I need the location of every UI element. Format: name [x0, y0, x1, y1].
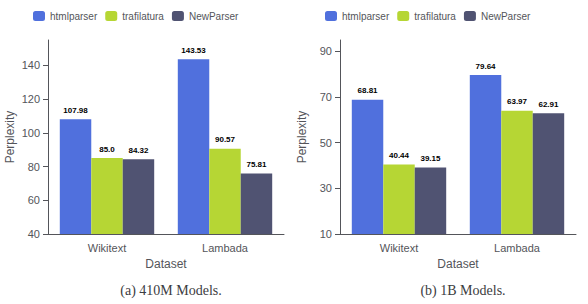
svg-text:10: 10 [320, 228, 332, 240]
svg-text:62.91: 62.91 [538, 100, 559, 109]
svg-text:30: 30 [320, 182, 332, 194]
svg-text:Lambada: Lambada [494, 242, 541, 254]
svg-text:70: 70 [320, 91, 332, 103]
svg-text:143.53: 143.53 [181, 46, 206, 55]
svg-text:79.64: 79.64 [476, 62, 497, 71]
svg-text:63.97: 63.97 [507, 97, 528, 106]
svg-text:Perplexity: Perplexity [3, 111, 17, 164]
svg-text:(b) 1B Models.: (b) 1B Models. [420, 283, 505, 299]
svg-text:NewParser: NewParser [189, 11, 239, 22]
svg-text:90: 90 [320, 45, 332, 57]
svg-text:Wikitext: Wikitext [88, 242, 127, 254]
svg-text:Lambada: Lambada [202, 242, 249, 254]
svg-text:Dataset: Dataset [145, 257, 187, 271]
svg-text:trafilatura: trafilatura [414, 11, 456, 22]
svg-text:80: 80 [28, 161, 40, 173]
svg-text:120: 120 [22, 93, 40, 105]
svg-text:NewParser: NewParser [481, 11, 531, 22]
svg-text:htmlparser: htmlparser [50, 11, 98, 22]
svg-text:60: 60 [28, 194, 40, 206]
svg-text:39.15: 39.15 [420, 154, 441, 163]
svg-text:50: 50 [320, 137, 332, 149]
svg-text:85.0: 85.0 [99, 145, 115, 154]
svg-text:107.98: 107.98 [63, 106, 88, 115]
svg-text:(a) 410M Models.: (a) 410M Models. [120, 283, 222, 299]
svg-text:84.32: 84.32 [128, 146, 149, 155]
svg-text:trafilatura: trafilatura [122, 11, 164, 22]
svg-text:75.81: 75.81 [246, 160, 267, 169]
svg-text:htmlparser: htmlparser [342, 11, 390, 22]
svg-text:140: 140 [22, 59, 40, 71]
svg-text:90.57: 90.57 [215, 135, 236, 144]
svg-text:100: 100 [22, 127, 40, 139]
svg-text:68.81: 68.81 [358, 86, 379, 95]
svg-text:40.44: 40.44 [389, 151, 410, 160]
svg-text:Dataset: Dataset [437, 257, 479, 271]
svg-text:40: 40 [28, 228, 40, 240]
svg-text:Wikitext: Wikitext [380, 242, 419, 254]
svg-text:Perplexity: Perplexity [295, 111, 309, 164]
